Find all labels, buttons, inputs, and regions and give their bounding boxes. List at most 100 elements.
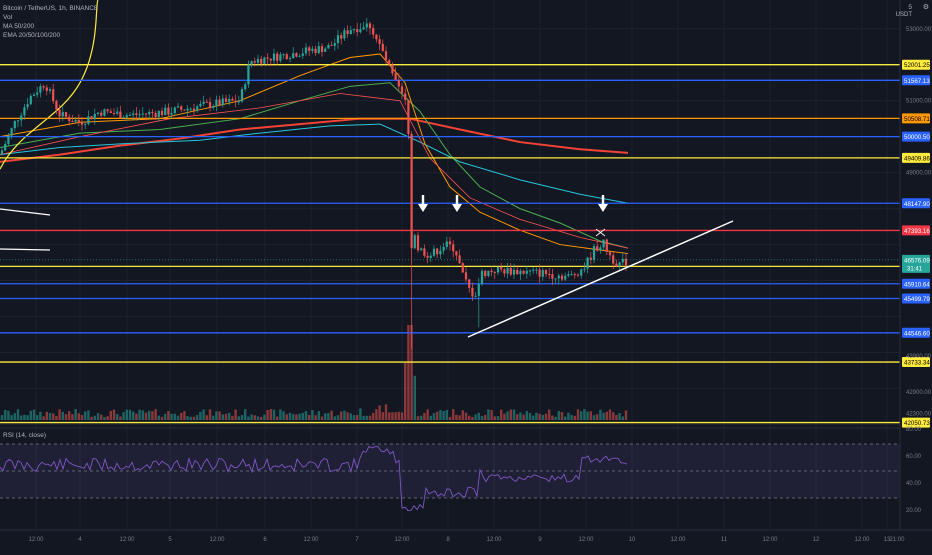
candle-body (464, 272, 468, 280)
volume-bar (253, 415, 256, 420)
volume-bar (599, 409, 602, 420)
candle-body (506, 267, 509, 274)
candle-body (48, 89, 52, 91)
candle-body (480, 270, 484, 284)
candle-body (148, 111, 151, 115)
volume-bar (436, 411, 439, 420)
level-price-label: 45910.64 (904, 281, 930, 288)
settings-icon[interactable]: ⚙ (922, 4, 929, 11)
candle-body (20, 115, 23, 121)
volume-bar (490, 410, 493, 420)
candle-body (544, 270, 548, 275)
level-price-label: 48147.90 (904, 201, 930, 208)
volume-bar (410, 325, 413, 420)
volume-bar (10, 415, 13, 420)
volume-bar (240, 415, 244, 420)
volume-bar (77, 413, 80, 420)
candle-body (487, 270, 490, 277)
candle-body (407, 99, 410, 135)
volume-bar (29, 410, 32, 420)
volume-bar (256, 416, 260, 420)
ma-50-line (0, 93, 629, 249)
candle-body (80, 122, 84, 125)
volume-bar (484, 414, 487, 420)
candle-body (154, 113, 157, 117)
candle-body (16, 120, 20, 122)
candle-body (436, 248, 439, 255)
candle-body (109, 111, 112, 113)
symbol-title[interactable]: Bitcoin / TetherUS, 1h, BINANCE (3, 5, 99, 12)
candle-body (330, 44, 333, 46)
candle-body (164, 107, 167, 116)
candle-body (605, 239, 608, 252)
volume-bar (535, 412, 538, 420)
candle-body (599, 247, 602, 251)
candle-body (333, 43, 336, 46)
time-axis-label: 10 (629, 537, 636, 543)
volume-bar (272, 409, 276, 420)
volume-bar (148, 410, 151, 420)
volume-bar (500, 409, 503, 420)
rsi-tick-label: 40.00 (906, 481, 922, 487)
candle-body (221, 98, 224, 106)
volume-bar (176, 415, 180, 420)
volume-bar (221, 414, 224, 420)
rsi-legend[interactable]: RSI (14, close) (3, 432, 46, 439)
volume-bar (605, 411, 608, 420)
candle-body (525, 270, 528, 274)
candle-body (596, 246, 599, 251)
candle-body (516, 269, 519, 275)
candle-body (324, 48, 327, 52)
horizontal-levels[interactable]: 52001.25 51567.13 50508.71 50000.50 49409.86… (0, 59, 930, 428)
candle-body (132, 113, 135, 115)
candle-body (125, 115, 128, 118)
candle-body (234, 100, 237, 103)
candle-body (602, 239, 605, 248)
volume-bar (480, 416, 484, 420)
volume-bar (548, 409, 551, 420)
candle-body (352, 29, 356, 31)
legend-vol[interactable]: Vol (3, 14, 13, 21)
ema-20-line (0, 53, 629, 255)
candle-body (359, 29, 362, 33)
candles[interactable] (0, 17, 628, 349)
price-tick-label: 43900.00 (906, 354, 932, 360)
volume-bar (279, 409, 282, 420)
volume-bar (391, 412, 394, 420)
volume-bar (224, 413, 228, 420)
volume-bar (228, 412, 231, 420)
candle-body (106, 109, 109, 112)
volume-bar (52, 413, 55, 420)
candle-body (490, 270, 493, 273)
time-axis[interactable]: 12:00 4 12:00 5 12:00 6 12:00 7 12:00 8 12:00 9 12:0… (28, 537, 905, 543)
candle-body (624, 258, 628, 266)
candle-body (589, 257, 592, 260)
volume-bar (32, 409, 36, 420)
volume-bar (317, 411, 320, 420)
volume-bar (621, 416, 624, 420)
candle-body (477, 283, 480, 296)
candle-body (362, 27, 365, 30)
legend-ma[interactable]: MA 50/200 (3, 23, 35, 30)
volume-bar (464, 412, 468, 420)
candle-body (32, 94, 36, 96)
time-axis-label: 21:00 (889, 537, 905, 543)
price-axis[interactable]: 53000.00 51000.00 49000.00 43900.00 42900.00… (0, 0, 932, 531)
candle-body (228, 98, 231, 102)
candle-body (288, 58, 292, 60)
ema-100-line (0, 123, 629, 204)
candle-body (586, 257, 589, 269)
currency-label[interactable]: USDT (895, 12, 912, 18)
time-axis-label: 11 (721, 537, 728, 543)
candle-body (151, 111, 154, 114)
volume-bar (260, 416, 263, 420)
drawings[interactable] (0, 195, 734, 338)
volume-bar (80, 414, 84, 420)
legend-ema[interactable]: EMA 20/50/100/200 (3, 32, 61, 39)
volume-bar (589, 411, 592, 420)
volume-bar (586, 411, 589, 420)
candle-body (167, 107, 170, 115)
volume-bar (215, 411, 218, 420)
